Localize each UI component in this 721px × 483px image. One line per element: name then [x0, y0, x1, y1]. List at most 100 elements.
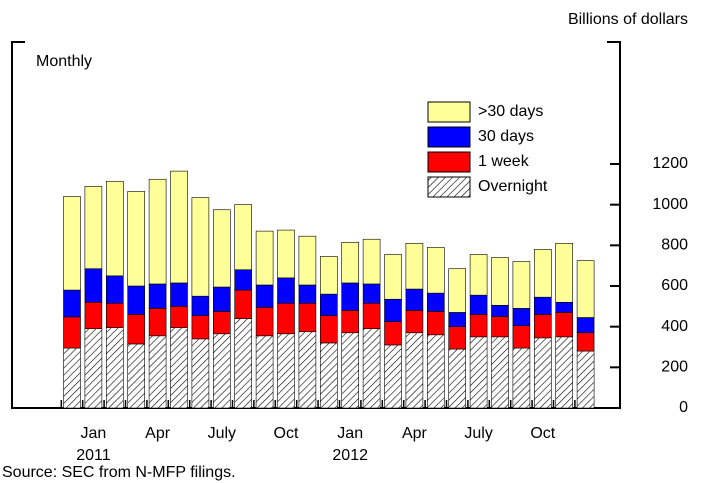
bar-segment: [491, 336, 509, 409]
bar-segment: [555, 312, 574, 338]
legend-label: Overnight: [478, 178, 548, 195]
bar-segment: [234, 289, 252, 319]
bar-segment: [213, 333, 231, 409]
bar-segment: [491, 305, 509, 317]
bar-segment: [277, 277, 295, 304]
bar-segment: [191, 315, 210, 340]
bar-segment: [426, 247, 445, 294]
bar-segment: [341, 310, 360, 334]
bar-segment: [84, 186, 103, 270]
bar-segment: [148, 178, 167, 285]
bar-segment: [106, 180, 124, 277]
bar-segment: [576, 332, 595, 352]
legend-swatch: [427, 151, 471, 173]
source: Source: SEC from N-MFP filings.: [2, 464, 236, 481]
bar-segment: [319, 315, 338, 344]
bar-segment: [533, 249, 552, 298]
bar-segment: [426, 334, 445, 409]
y-tick-label: 400: [661, 318, 688, 335]
bar-segment: [405, 332, 424, 409]
bar-segment: [512, 261, 531, 309]
bar-segment: [533, 337, 552, 409]
bar-segment: [298, 302, 317, 333]
bar-segment: [512, 347, 531, 409]
bar-segment: [63, 289, 81, 318]
bar-segment: [576, 260, 595, 318]
y-tick-label: 600: [661, 277, 688, 294]
y-tick-label: 800: [661, 237, 688, 254]
bar-segment: [362, 283, 381, 304]
bar-segment: [106, 275, 124, 304]
bar-segment: [191, 197, 210, 297]
bar-segment: [319, 342, 338, 409]
bar-segment: [170, 306, 188, 328]
bar-segment: [148, 308, 167, 337]
bar-segment: [191, 338, 210, 409]
bar-segment: [63, 347, 81, 409]
bar-segment: [469, 294, 488, 315]
bar-segment: [576, 350, 595, 409]
bar-segment: [106, 327, 124, 409]
x-tick-label: Apr: [145, 425, 171, 442]
bar-segment: [277, 302, 295, 335]
bar-segment: [127, 343, 145, 409]
bar-segment: [533, 314, 552, 339]
legend-swatch: [427, 101, 471, 123]
bar-segment: [213, 311, 231, 335]
bar-segment: [84, 301, 103, 329]
bar-segment: [555, 301, 574, 313]
legend-label: >30 days: [478, 103, 543, 120]
bar-segment: [469, 254, 488, 296]
bar-segment: [384, 344, 402, 409]
legend-swatch: [427, 176, 471, 198]
bar-segment: [255, 284, 274, 308]
bar-segment: [170, 282, 188, 307]
bar-segment: [362, 328, 381, 409]
bar-segment: [63, 316, 81, 349]
bar-segment: [191, 295, 210, 316]
bar-segment: [491, 316, 509, 338]
bar-segment: [277, 229, 295, 279]
bar-segment: [255, 230, 274, 286]
bar-segment: [384, 254, 402, 300]
bar-segment: [234, 318, 252, 409]
bar-segment: [255, 335, 274, 409]
bar-segment: [127, 314, 145, 345]
bar-segment: [405, 243, 424, 290]
bar-segment: [426, 311, 445, 336]
bar-segment: [106, 302, 124, 328]
bar-segment: [405, 288, 424, 311]
bar-segment: [298, 235, 317, 286]
legend-label: 1 week: [478, 153, 530, 170]
bar-segment: [255, 307, 274, 337]
bar-segment: [448, 326, 467, 350]
bar-segment: [84, 328, 103, 409]
bar-segment: [127, 285, 145, 315]
bar-segment: [555, 243, 574, 303]
bar-segment: [533, 296, 552, 315]
x-tick-label: Oct: [530, 425, 555, 442]
bar-segment: [448, 268, 467, 313]
bar-segment: [576, 317, 595, 334]
x-sublabel: 2011: [76, 447, 111, 464]
bar-segment: [384, 298, 402, 322]
bar-segment: [234, 204, 252, 271]
bar-segment: [469, 336, 488, 409]
x-tick-label: July: [464, 425, 492, 442]
bar-segment: [170, 170, 188, 284]
bar-segment: [148, 335, 167, 409]
x-tick-label: July: [208, 425, 236, 442]
bar-segment: [84, 268, 103, 303]
x-tick-label: Oct: [274, 425, 299, 442]
y-tick-label: 1200: [652, 155, 688, 172]
bar-segment: [512, 308, 531, 326]
bar-segment: [341, 241, 360, 284]
x-tick-label: Jan: [337, 425, 363, 442]
bar-segment: [213, 209, 231, 288]
bar-segment: [170, 327, 188, 409]
x-sublabel: 2012: [332, 447, 368, 464]
y-tick-label: 1000: [652, 196, 688, 213]
bar-segment: [148, 283, 167, 309]
y-tick-label: 200: [661, 359, 688, 376]
